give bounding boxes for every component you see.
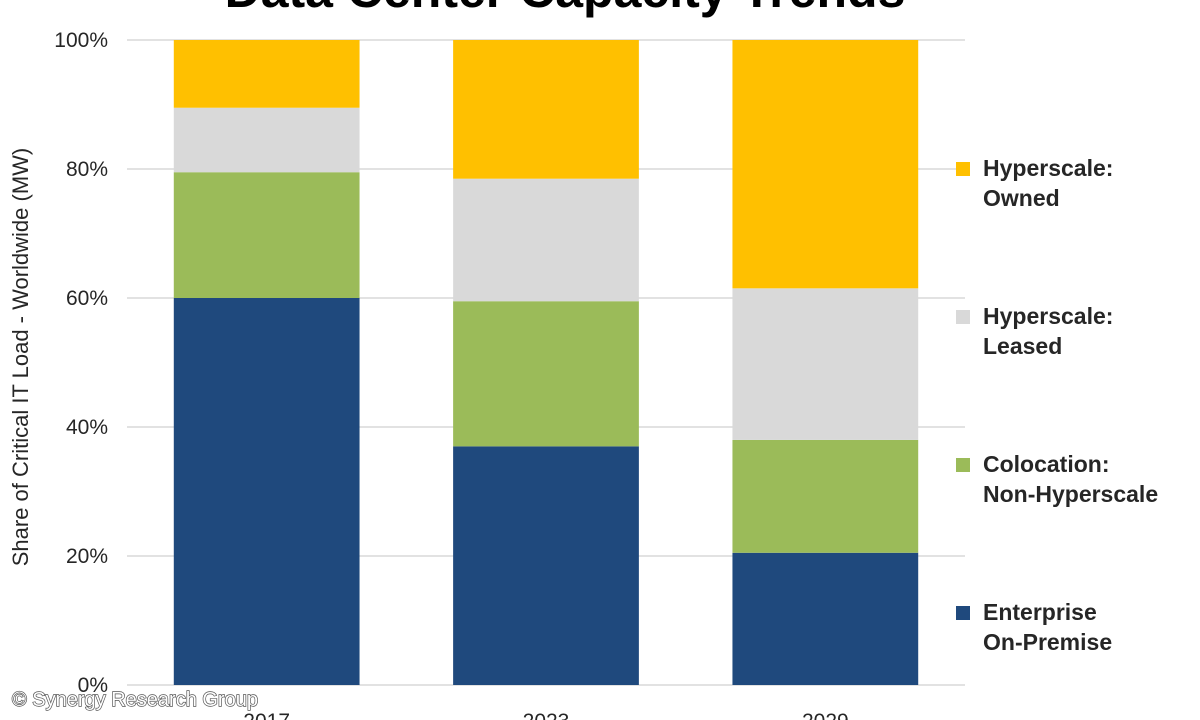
- x-tick-label: 2023: [523, 710, 570, 720]
- legend-label: Enterprise: [983, 599, 1097, 625]
- legend-label: Owned: [983, 185, 1060, 211]
- bar-segment-2023-s0: [453, 446, 639, 685]
- bar-segment-2029-s1: [732, 439, 919, 553]
- bar-segment-2023-s1: [453, 301, 639, 447]
- bars: [173, 40, 919, 685]
- x-axis-ticks: 2017 2023 2029: [243, 710, 848, 720]
- bar-segment-2029-s0: [732, 552, 919, 685]
- bar-segment-2029-s2: [732, 288, 919, 440]
- legend-label: On-Premise: [983, 629, 1112, 655]
- x-tick-label: 2017: [243, 710, 290, 720]
- copyright-notice: © Synergy Research Group: [12, 689, 258, 711]
- y-tick-label: 0%: [78, 674, 108, 697]
- bar-segment-2029-s3: [732, 40, 919, 289]
- y-axis-title: Share of Critical IT Load - Worldwide (M…: [8, 148, 33, 567]
- legend-label: Non-Hyperscale: [983, 481, 1158, 507]
- y-tick-label: 100%: [54, 29, 108, 52]
- legend-label: Hyperscale:: [983, 303, 1113, 329]
- bar-segment-2023-s2: [453, 178, 639, 302]
- y-tick-label: 80%: [66, 158, 108, 181]
- legend-swatch: [956, 606, 970, 620]
- chart-title: Data Center Capacity Trends: [225, 0, 906, 18]
- legend-swatch: [956, 310, 970, 324]
- bar-segment-2017-s1: [173, 172, 360, 298]
- x-tick-label: 2029: [802, 710, 849, 720]
- bar-segment-2017-s0: [173, 298, 360, 685]
- y-axis-ticks: 0% 20% 40% 60% 80% 100%: [54, 29, 108, 697]
- legend-swatch: [956, 458, 970, 472]
- legend-label: Leased: [983, 333, 1062, 359]
- legend-label: Hyperscale:: [983, 155, 1113, 181]
- y-tick-label: 60%: [66, 287, 108, 310]
- y-tick-label: 40%: [66, 416, 108, 439]
- y-tick-label: 20%: [66, 545, 108, 568]
- bar-segment-2017-s2: [173, 107, 360, 173]
- legend: Hyperscale: Owned Hyperscale: Leased Colocat…: [956, 155, 1158, 655]
- bar-segment-2017-s3: [173, 40, 360, 108]
- bar-segment-2023-s3: [453, 40, 639, 179]
- legend-label: Colocation:: [983, 451, 1110, 477]
- legend-swatch: [956, 162, 970, 176]
